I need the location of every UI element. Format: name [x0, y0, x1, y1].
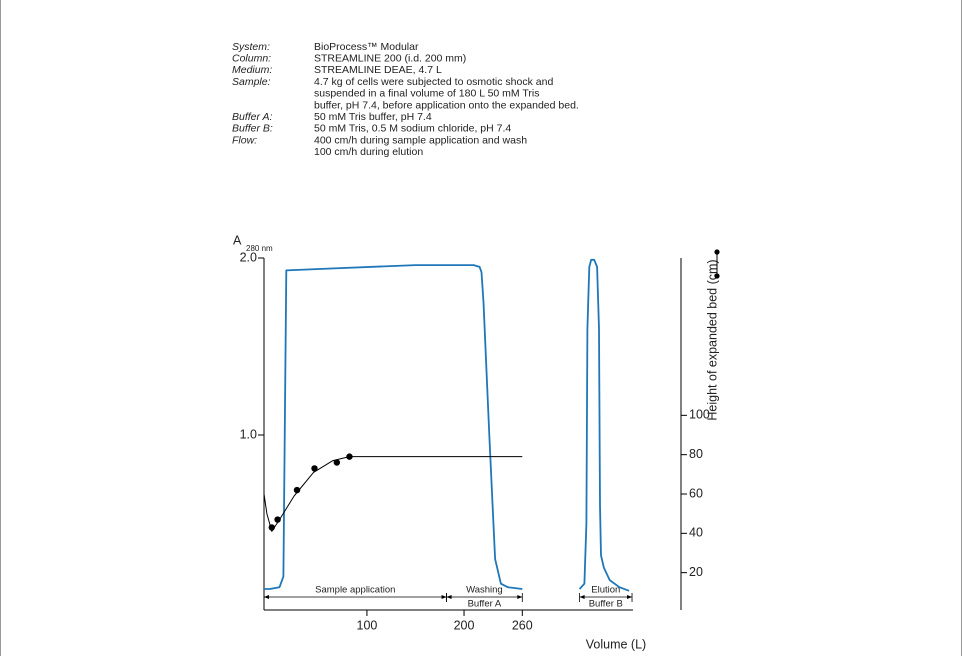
- data-point: [293, 486, 301, 494]
- arrowhead: [627, 595, 633, 599]
- data-point: [268, 524, 275, 531]
- y2-tick-label: 100: [689, 408, 710, 422]
- condition-label: Flow:: [232, 134, 257, 146]
- data-point: [311, 465, 318, 472]
- x-tick-label: 200: [454, 618, 475, 632]
- arrowhead: [579, 595, 585, 599]
- condition-label: Medium:: [232, 64, 272, 76]
- condition-value: BioProcess™ Modular: [314, 41, 419, 53]
- arrowhead: [517, 595, 523, 599]
- condition-value: 100 cm/h during elution: [314, 146, 423, 158]
- phase-label: Washing: [466, 585, 503, 596]
- x-axis-label: Volume (L): [586, 637, 646, 651]
- y-axis-label-sub: 280 nm: [246, 244, 273, 253]
- legend-icon: [714, 249, 720, 279]
- arrowhead: [264, 595, 269, 599]
- y2-tick-label: 40: [689, 526, 703, 540]
- phase-sublabel: Buffer B: [589, 599, 623, 610]
- condition-value: 400 cm/h during sample application and w…: [314, 134, 527, 146]
- x-tick-label: 100: [357, 618, 378, 632]
- y2-tick-label: 80: [689, 447, 703, 461]
- condition-label: Buffer A:: [232, 111, 273, 123]
- condition-label: System:: [232, 41, 270, 53]
- condition-label: Sample:: [232, 76, 271, 88]
- condition-value: suspended in a final volume of 180 L 50 …: [314, 88, 539, 100]
- y2-axis-label: Height of expanded bed (cm): [705, 259, 719, 420]
- data-point: [346, 453, 353, 460]
- data-point: [333, 459, 341, 466]
- condition-value: 50 mM Tris, 0.5 M sodium chloride, pH 7.…: [314, 123, 511, 135]
- condition-label: Buffer B:: [232, 123, 273, 135]
- y-tick-label: 1.0: [240, 427, 257, 441]
- condition-label: Column:: [232, 52, 271, 64]
- phase-sublabel: Buffer A: [468, 599, 502, 610]
- arrowhead: [441, 595, 447, 599]
- condition-value: STREAMLINE 200 (i.d. 200 mm): [314, 52, 466, 64]
- series-line: [264, 258, 630, 592]
- y-tick-label: 2.0: [240, 250, 257, 264]
- y2-tick-label: 20: [689, 565, 703, 579]
- data-point: [274, 516, 281, 523]
- phase-label: Elution: [591, 585, 620, 596]
- condition-value: 4.7 kg of cells were subjected to osmoti…: [314, 76, 553, 88]
- condition-value: 50 mM Tris buffer, pH 7.4: [314, 111, 432, 123]
- y2-tick-label: 60: [689, 486, 703, 500]
- condition-value: buffer, pH 7.4, before application onto …: [314, 99, 579, 111]
- series-line: [263, 456, 523, 532]
- phase-label: Sample application: [315, 585, 395, 596]
- arrowhead: [446, 595, 452, 599]
- x-tick-label: 260: [512, 618, 533, 632]
- condition-value: STREAMLINE DEAE, 4.7 L: [314, 64, 442, 76]
- y-axis-label: A: [233, 233, 242, 247]
